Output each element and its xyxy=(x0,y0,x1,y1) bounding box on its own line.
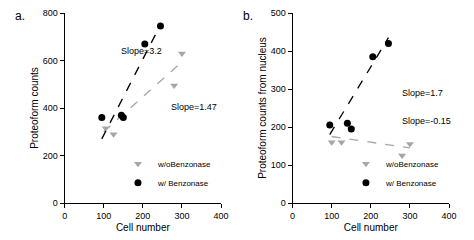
svg-text:w/oBenzonase: w/oBenzonase xyxy=(385,160,439,169)
svg-text:300: 300 xyxy=(271,84,286,94)
svg-text:100: 100 xyxy=(324,211,339,221)
svg-text:w/ Benzonase: w/ Benzonase xyxy=(385,179,437,188)
svg-text:Proteoform counts: Proteoform counts xyxy=(29,67,40,149)
svg-text:Slope=-0.15: Slope=-0.15 xyxy=(402,116,451,126)
svg-text:Cell number: Cell number xyxy=(116,222,171,233)
svg-text:Cell number: Cell number xyxy=(344,222,399,233)
svg-text:0: 0 xyxy=(62,211,67,221)
svg-text:Slope=3.2: Slope=3.2 xyxy=(121,46,162,56)
svg-text:0: 0 xyxy=(281,198,286,208)
svg-text:400: 400 xyxy=(43,103,58,113)
svg-text:600: 600 xyxy=(43,56,58,66)
svg-text:200: 200 xyxy=(43,151,58,161)
svg-text:Proteoform counts from nucleus: Proteoform counts from nucleus xyxy=(257,37,268,179)
svg-text:400: 400 xyxy=(214,211,229,221)
svg-text:500: 500 xyxy=(271,8,286,18)
svg-text:a.: a. xyxy=(15,9,25,23)
svg-text:300: 300 xyxy=(174,211,189,221)
svg-text:300: 300 xyxy=(402,211,417,221)
svg-text:w/ Benzonase: w/ Benzonase xyxy=(157,179,209,188)
svg-text:400: 400 xyxy=(271,46,286,56)
svg-text:0: 0 xyxy=(290,211,295,221)
svg-text:200: 200 xyxy=(271,122,286,132)
svg-text:400: 400 xyxy=(442,211,457,221)
svg-text:w/oBenzonase: w/oBenzonase xyxy=(157,160,211,169)
svg-text:Slope=1.47: Slope=1.47 xyxy=(171,102,217,112)
svg-text:100: 100 xyxy=(271,160,286,170)
svg-text:b.: b. xyxy=(243,9,253,23)
svg-text:Slope=1.7: Slope=1.7 xyxy=(402,88,443,98)
svg-text:100: 100 xyxy=(96,211,111,221)
svg-text:0: 0 xyxy=(53,198,58,208)
svg-text:200: 200 xyxy=(363,211,378,221)
svg-text:200: 200 xyxy=(135,211,150,221)
svg-text:800: 800 xyxy=(43,8,58,18)
